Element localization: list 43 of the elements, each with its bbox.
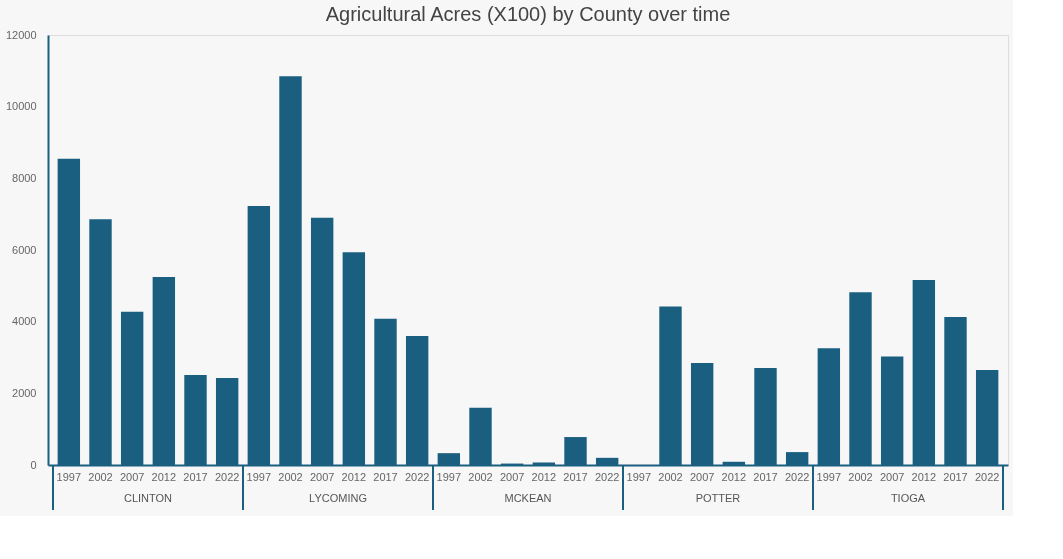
x-tick-label: 2017 [753, 471, 778, 483]
text: TIOGA [890, 492, 926, 504]
x-tick-label: 2007 [499, 471, 525, 483]
x-tick-label: 2007 [309, 471, 335, 483]
x-tick-label: 1997 [246, 471, 272, 483]
x-tick-label: 2002 [468, 471, 493, 483]
x-tick-label: 2002 [88, 471, 113, 483]
x-tick-label: 2007 [119, 471, 145, 483]
x-tick-label: 2017 [563, 471, 588, 483]
y-tick-label: 2000 [12, 386, 37, 399]
x-tick-label: 2012 [911, 471, 937, 483]
x-tick-label: 2007 [879, 471, 905, 483]
y-tick-label: 10000 [5, 100, 37, 113]
x-tick-label: 1997 [56, 471, 82, 483]
y-tick-label: 4000 [12, 315, 37, 328]
x-tick-label: 2022 [974, 471, 1000, 483]
y-tick-label: 6000 [12, 243, 37, 256]
x-tick-label: 2002 [848, 471, 873, 483]
x-tick-label: 1997 [626, 471, 652, 483]
text: POTTER [695, 492, 741, 504]
x-tick-label: 2012 [531, 471, 557, 483]
y-tick-label: 0 [30, 458, 37, 471]
x-tick-label: 2022 [214, 471, 240, 483]
x-tick-label: 2022 [784, 471, 810, 483]
text: CLINTON [123, 492, 173, 504]
text: MCKEAN [504, 492, 552, 504]
x-tick-label: 2007 [689, 471, 715, 483]
x-tick-label: 2017 [943, 471, 968, 483]
x-tick-label: 2017 [183, 471, 208, 483]
text: LYCOMING [309, 492, 367, 504]
x-tick-label: 2022 [594, 471, 620, 483]
y-tick-label: 12000 [5, 28, 37, 41]
x-tick-label: 1997 [816, 471, 842, 483]
x-tick-label: 2002 [658, 471, 683, 483]
x-tick-label: 2017 [373, 471, 398, 483]
x-tick-label: 2012 [721, 471, 747, 483]
chart-title: Agricultural Acres (X100) by County over time [325, 3, 731, 25]
y-tick-label: 8000 [12, 171, 37, 184]
x-tick-label: 2022 [404, 471, 430, 483]
x-tick-label: 1997 [436, 471, 462, 483]
x-tick-label: 2002 [278, 471, 303, 483]
x-tick-label: 2012 [151, 471, 177, 483]
x-tick-label: 2012 [341, 471, 367, 483]
